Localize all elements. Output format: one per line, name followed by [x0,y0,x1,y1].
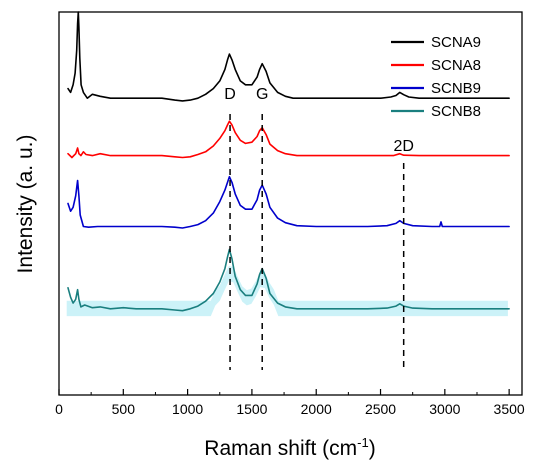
series-line-scna8 [67,120,510,159]
x-tick-label-1000: 1000 [172,401,203,417]
x-tick-label-2000: 2000 [301,401,332,417]
x-tick-label-1500: 1500 [236,401,267,417]
series-halo-scnb8 [66,266,508,317]
peak-label-2d: 2D [393,138,413,155]
peak-label-g: G [256,86,268,103]
y-axis-label: Intensity (a. u.) [14,135,37,274]
x-tick-label-3000: 3000 [429,401,460,417]
legend-label-scna8: SCNA8 [431,57,481,74]
legend: SCNA9 SCNA8 SCNB9 SCNB8 [391,34,481,120]
legend-label-scna9: SCNA9 [431,34,481,51]
series-line-scnb9 [67,175,510,229]
plot-frame [58,11,523,396]
series-line-scna9 [67,11,510,102]
series-layer [66,11,510,317]
series-line-scnb8 [67,248,510,312]
peak-label-d: D [224,86,236,103]
x-tick-label-0: 0 [55,401,63,417]
x-tick-label-2500: 2500 [365,401,396,417]
legend-label-scnb8: SCNB8 [431,103,481,120]
legend-label-scnb9: SCNB9 [431,80,481,97]
x-axis-label-main: Raman shift (cm [204,437,357,460]
x-tick-label-500: 500 [112,401,136,417]
x-tick-label-3500: 3500 [494,401,525,417]
x-axis-label: Raman shift (cm-1) [204,435,375,460]
x-axis-label-superscript: -1 [357,435,369,450]
x-axis-label-suffix: ) [369,437,376,460]
tick-layer: 0 500 1000 1500 2000 2500 3000 3500 [55,389,525,417]
peak-layer: D G 2D [224,86,414,372]
